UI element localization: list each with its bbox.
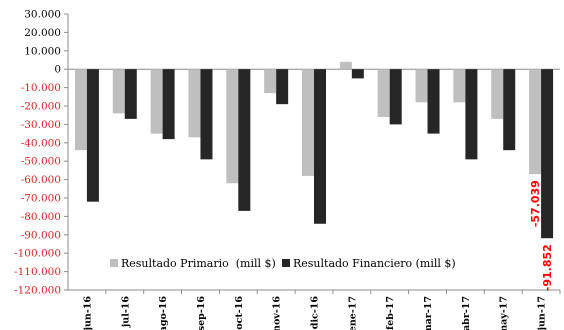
data-label-jun-17-0: -57.039 — [529, 180, 542, 227]
y-tick-label: -100.000 — [14, 248, 61, 260]
y-tick-label: -50.000 — [21, 156, 61, 168]
y-tick-label: -110.000 — [14, 266, 61, 278]
bar-primario-ene-17 — [339, 61, 352, 70]
y-tick-label: -10.000 — [21, 82, 61, 94]
y-tick-label: -70.000 — [21, 193, 61, 205]
x-tick-label: mar-17 — [423, 296, 434, 330]
bar-primario-jun-16 — [74, 69, 87, 151]
y-tick-label: -120.000 — [14, 285, 61, 297]
bar-primario-feb-17 — [377, 69, 390, 118]
y-tick-label: -20.000 — [21, 101, 61, 113]
y-axis: 30.000 20.000 10.000 0 -10.000 -20.000 -30.000… — [14, 9, 560, 297]
bar-financiero-nov-16 — [276, 69, 289, 105]
bar-financiero-feb-17 — [389, 69, 402, 125]
x-tick-label: feb-17 — [385, 296, 396, 330]
x-tick-label: jun-17 — [537, 296, 548, 330]
bar-primario-jul-16 — [112, 69, 125, 114]
bar-financiero-abr-17 — [465, 69, 478, 160]
bar-financiero-jun-17 — [541, 69, 554, 239]
x-tick-label: oct-16 — [234, 296, 245, 330]
bar-primario-abr-17 — [453, 69, 466, 103]
x-tick-label: nov-16 — [272, 296, 283, 330]
data-label-jun-17-1: -91.852 — [541, 244, 554, 291]
x-axis: jun-16 jul-16 ago-16 sep-16 oct-16 nov-16 dic-… — [68, 289, 561, 330]
bars — [74, 61, 554, 239]
x-tick-label: dic-16 — [310, 296, 321, 330]
x-tick-label: jun-16 — [82, 296, 93, 330]
bar-primario-dic-16 — [302, 69, 314, 176]
y-tick-label: 10.000 — [24, 45, 61, 57]
bar-primario-mar-17 — [415, 69, 428, 103]
x-tick-label: sep-16 — [196, 296, 207, 330]
y-tick-label: -40.000 — [21, 137, 61, 149]
y-tick-label: -80.000 — [21, 211, 61, 223]
bar-primario-ago-16 — [150, 69, 163, 134]
bar-primario-sep-16 — [188, 69, 201, 138]
y-tick-label: 20.000 — [24, 27, 61, 39]
bar-primario-jun-17 — [529, 69, 542, 175]
bar-financiero-ago-16 — [162, 69, 175, 140]
legend-swatch-1 — [282, 259, 290, 267]
bar-financiero-sep-16 — [200, 69, 213, 160]
data-labels: -57.039 -91.852 — [529, 180, 554, 291]
legend-swatch-0 — [110, 259, 118, 267]
x-tick-label: may-17 — [499, 296, 510, 330]
bar-financiero-jul-16 — [124, 69, 137, 119]
legend-label-0: Resultado Primario (mill $) — [121, 257, 276, 270]
bar-primario-nov-16 — [264, 69, 277, 94]
x-tick-label: ago-16 — [158, 296, 169, 330]
x-tick-label: jul-16 — [120, 296, 131, 329]
bar-primario-may-17 — [491, 69, 504, 119]
bar-financiero-dic-16 — [314, 69, 326, 224]
bar-financiero-mar-17 — [427, 69, 440, 134]
legend: Resultado Primario (mill $) Resultado Fin… — [110, 257, 456, 270]
bar-financiero-may-17 — [503, 69, 516, 151]
y-tick-label: -90.000 — [21, 229, 61, 241]
y-tick-label: -60.000 — [21, 174, 61, 186]
x-tick-label: abr-17 — [461, 296, 472, 330]
legend-label-1: Resultado Financiero (mill $) — [293, 257, 456, 270]
y-tick-label: 0 — [54, 64, 61, 76]
y-tick-label: 30.000 — [24, 9, 61, 21]
y-tick-label: -30.000 — [21, 119, 61, 131]
bar-financiero-ene-17 — [351, 69, 364, 79]
bar-financiero-oct-16 — [238, 69, 251, 211]
bar-primario-oct-16 — [226, 69, 239, 184]
bar-financiero-jun-16 — [86, 69, 99, 202]
x-tick-label: ene-17 — [347, 296, 358, 330]
